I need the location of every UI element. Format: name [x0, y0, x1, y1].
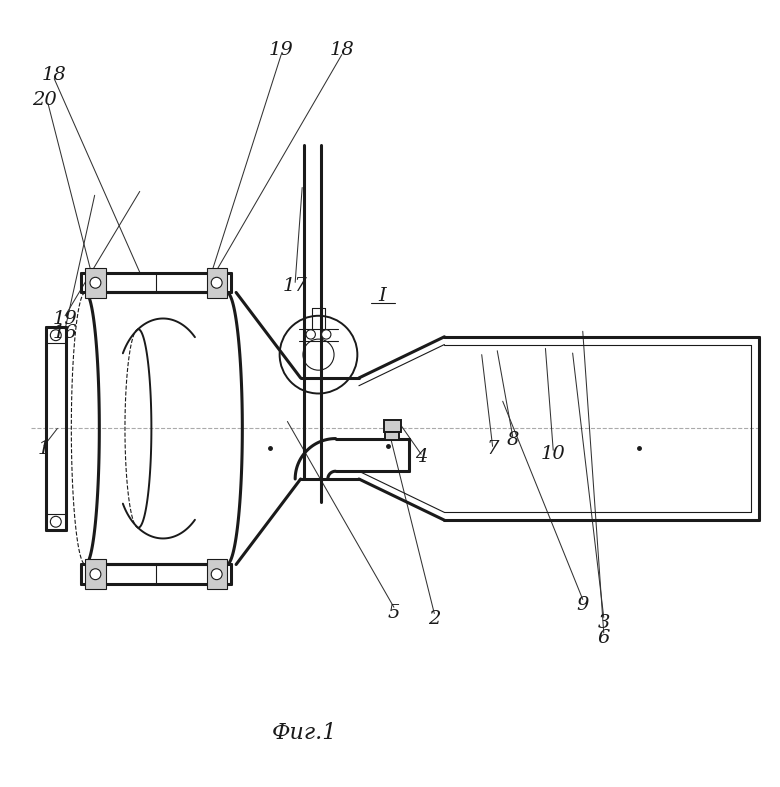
Text: 1: 1 [38, 441, 51, 459]
Circle shape [211, 277, 222, 288]
Text: 16: 16 [53, 324, 77, 342]
Text: 4: 4 [415, 449, 427, 466]
Bar [85, 559, 105, 589]
Circle shape [51, 516, 62, 527]
Bar [207, 559, 227, 589]
Circle shape [90, 277, 101, 288]
Circle shape [321, 330, 331, 339]
Text: 6: 6 [597, 630, 610, 648]
Text: 3: 3 [597, 614, 610, 632]
Text: 2: 2 [428, 610, 441, 628]
Circle shape [306, 330, 315, 339]
Text: 7: 7 [487, 441, 498, 459]
Bar [384, 420, 401, 432]
Bar [85, 268, 105, 298]
Text: 5: 5 [388, 604, 400, 622]
Text: Фиг.1: Фиг.1 [271, 722, 337, 745]
Bar [207, 268, 227, 298]
Text: 20: 20 [32, 91, 56, 109]
Circle shape [211, 569, 222, 580]
Bar [385, 431, 399, 440]
Circle shape [90, 569, 101, 580]
Text: 19: 19 [269, 41, 293, 59]
Text: 8: 8 [507, 431, 519, 449]
Text: 18: 18 [329, 41, 354, 59]
Text: 17: 17 [283, 277, 307, 295]
Text: I: I [378, 286, 386, 305]
Text: 19: 19 [53, 310, 77, 328]
Text: 9: 9 [576, 596, 589, 614]
Circle shape [51, 330, 62, 341]
Text: 10: 10 [541, 445, 566, 463]
Text: 18: 18 [42, 66, 66, 84]
